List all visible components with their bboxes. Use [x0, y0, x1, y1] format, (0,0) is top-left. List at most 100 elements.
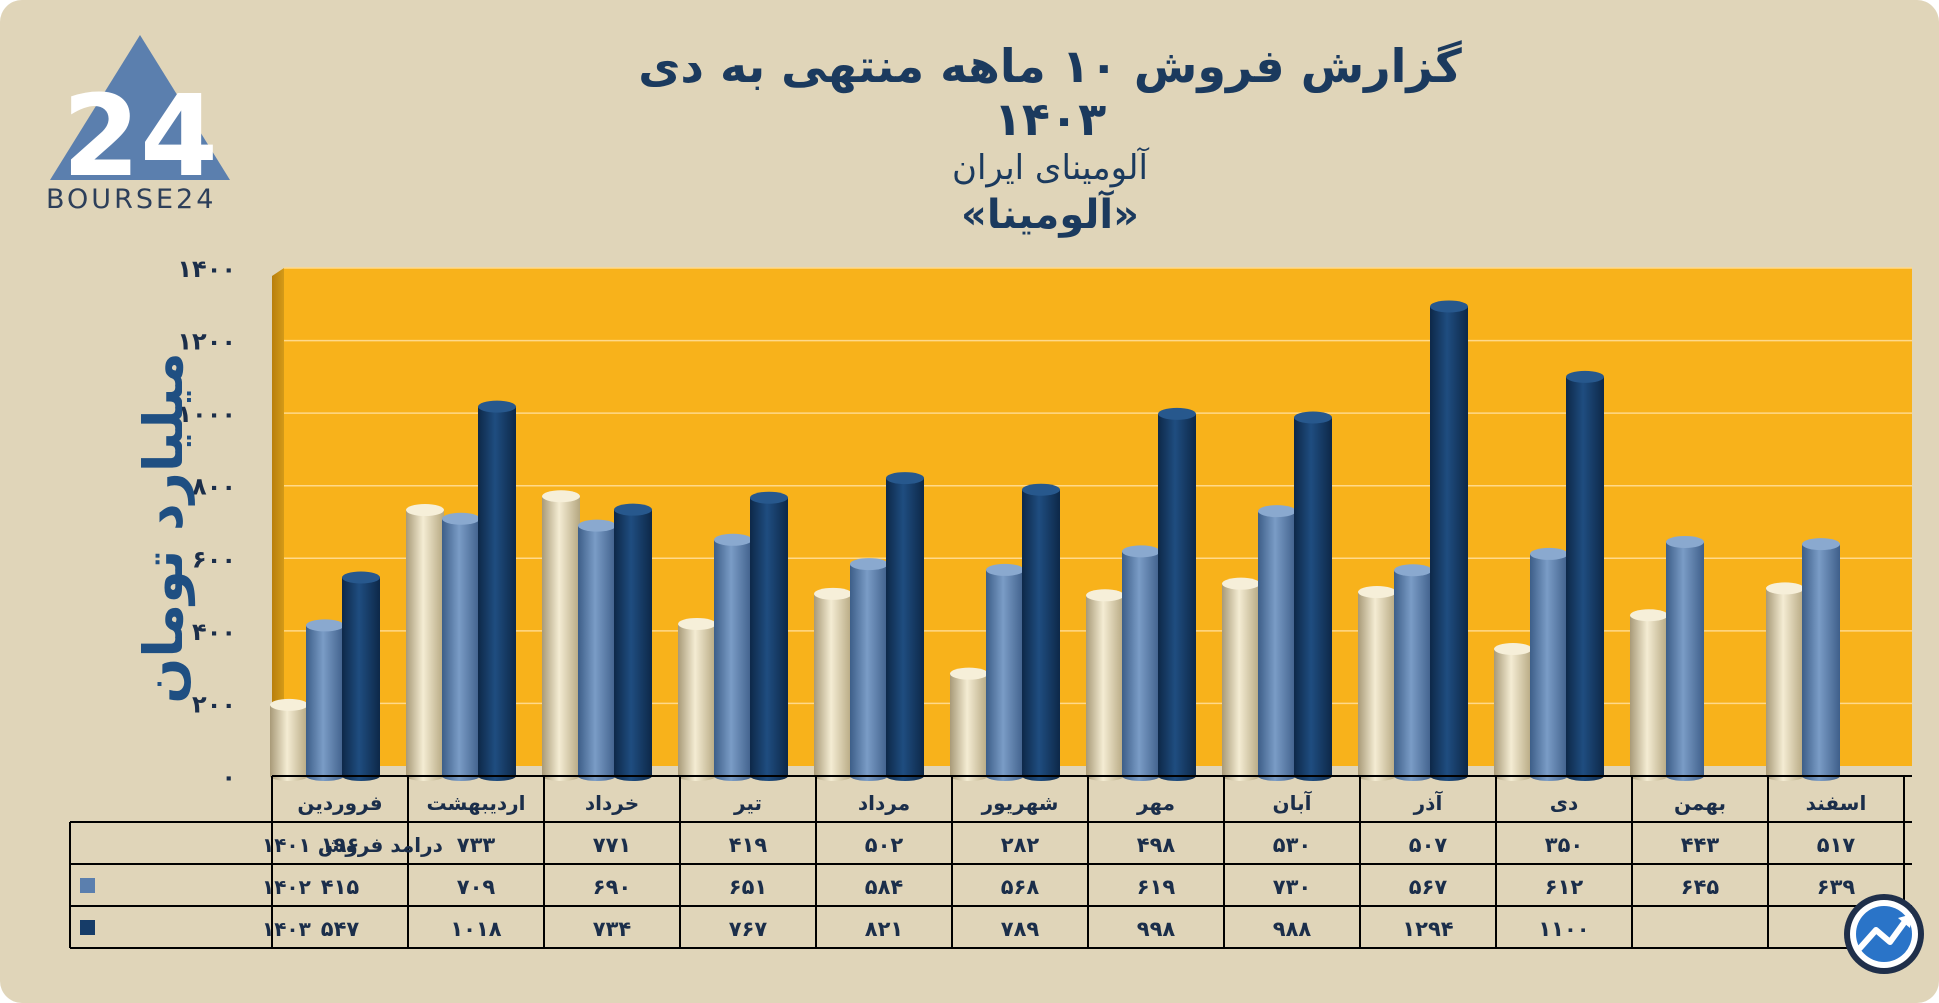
bar [678, 617, 716, 781]
y-tick-label: ۲۰۰ [192, 690, 236, 718]
bar-body [306, 625, 344, 776]
y-axis-ticks: ۰ ۲۰۰ ۴۰۰ ۶۰۰ ۸۰۰ ۱۰۰۰ ۱۲۰۰ ۱۴۰۰ [177, 255, 236, 791]
bar-body [1802, 544, 1840, 776]
bar [542, 490, 580, 781]
bar-top [714, 533, 752, 546]
bar-top [578, 519, 616, 532]
table-cell-value: ۹۹۸ [1137, 917, 1176, 941]
table-cell-value: ۳۵۰ [1545, 833, 1583, 857]
table-cell-value: ۷۸۹ [1001, 917, 1040, 941]
bar [1494, 643, 1532, 781]
table-cell-value: ۵۳۰ [1273, 833, 1311, 857]
title-block: گزارش فروش ۱۰ ماهه منتهی به دی ۱۴۰۳ آلوم… [600, 40, 1500, 240]
bar [1222, 577, 1260, 781]
bar-body [406, 510, 444, 776]
bar [1086, 589, 1124, 781]
bar-top [1430, 300, 1468, 313]
series-name: ۱۴۰۲ [262, 875, 311, 899]
bar-body [886, 478, 924, 776]
bar-body [1294, 417, 1332, 776]
bar-body [950, 673, 988, 776]
bar-body [1566, 376, 1604, 776]
legend-swatch [80, 920, 95, 935]
bar [342, 571, 380, 781]
bar-body [814, 593, 852, 776]
bar-body [750, 497, 788, 776]
bar-top [1530, 547, 1568, 560]
bar-top [1766, 582, 1804, 595]
bar-top [986, 563, 1024, 576]
series-name: ۱۴۰۳ [262, 917, 311, 941]
bar-body [1022, 489, 1060, 776]
bar-body [478, 406, 516, 776]
bar-top [678, 617, 716, 630]
category-label: شهریور [981, 791, 1059, 815]
table-cell-value: ۲۸۲ [1001, 833, 1040, 857]
bars [270, 300, 1840, 781]
bar [1122, 545, 1160, 781]
table-cell-value: ۵۴۷ [321, 917, 360, 941]
table-cell-value: ۷۳۴ [593, 917, 632, 941]
bar-body [1222, 583, 1260, 776]
bar-top [814, 587, 852, 600]
y-tick-label: ۸۰۰ [192, 473, 236, 501]
table-cell-value: ۵۰۷ [1409, 833, 1448, 857]
bar-body [1358, 592, 1396, 776]
bar-top [1394, 564, 1432, 577]
logo-text: BOURSE24 [46, 184, 217, 215]
bar [306, 619, 344, 781]
category-label: خرداد [585, 791, 639, 815]
bar [442, 512, 480, 781]
bar-top [1666, 535, 1704, 548]
bar-top [750, 491, 788, 504]
bar [814, 587, 852, 781]
y-tick-label: ۰ [221, 763, 236, 791]
category-label: فروردین [297, 791, 382, 815]
logo-mark: 24 [62, 72, 218, 202]
category-label: دی [1550, 791, 1579, 815]
bar-top [1086, 589, 1124, 602]
bar [1430, 300, 1468, 781]
category-label: تیر [733, 791, 762, 815]
bar-body [1666, 541, 1704, 776]
table-cell-value: ۵۶۸ [1001, 875, 1040, 899]
y-axis-label: میلیارد تومان [132, 352, 195, 703]
bar [1294, 411, 1332, 781]
table-cell-value: ۹۸۸ [1273, 917, 1312, 941]
table-cell-value: ۷۰۹ [457, 875, 496, 899]
bourse24-triangle-icon: 24 [50, 35, 230, 202]
bar [1630, 609, 1668, 781]
bar [1258, 505, 1296, 781]
category-label: مرداد [858, 791, 910, 815]
bar-top [950, 667, 988, 680]
bar-body [1158, 413, 1196, 776]
bar-top [614, 503, 652, 516]
bar-body [1122, 551, 1160, 776]
bar-top [1494, 643, 1532, 655]
bar [406, 504, 444, 781]
bar-top [1802, 538, 1840, 551]
bar-top [850, 558, 888, 571]
bar-top [1630, 609, 1668, 622]
bar [1022, 483, 1060, 781]
bar-body [1258, 511, 1296, 776]
bar [886, 472, 924, 781]
table-cell-value: ۱۱۰۰ [1538, 917, 1589, 941]
bar [986, 563, 1024, 781]
month-labels: فروردین اردیبهشت خرداد تیر مرداد شهریور مهر آبا… [297, 790, 1866, 815]
data-table [69, 775, 1912, 949]
category-label: بهمن [1674, 791, 1726, 815]
table-cell-value: ۱۲۹۴ [1402, 917, 1453, 941]
table-cell-value: ۵۶۷ [1409, 875, 1448, 899]
bar-body [614, 509, 652, 776]
table-cell-value: ۸۲۱ [865, 917, 903, 941]
table-cell-value: ۷۷۱ [593, 833, 631, 857]
category-label: آذر [1413, 790, 1444, 815]
bar [1158, 407, 1196, 781]
bar-body [678, 623, 716, 776]
table-cell-value: ۶۱۲ [1545, 875, 1584, 899]
ticker-symbol: «آلومینا» [961, 191, 1139, 238]
table-cell-value: ۴۱۹ [729, 833, 768, 857]
table-cell-value: ۴۹۸ [1137, 833, 1176, 857]
